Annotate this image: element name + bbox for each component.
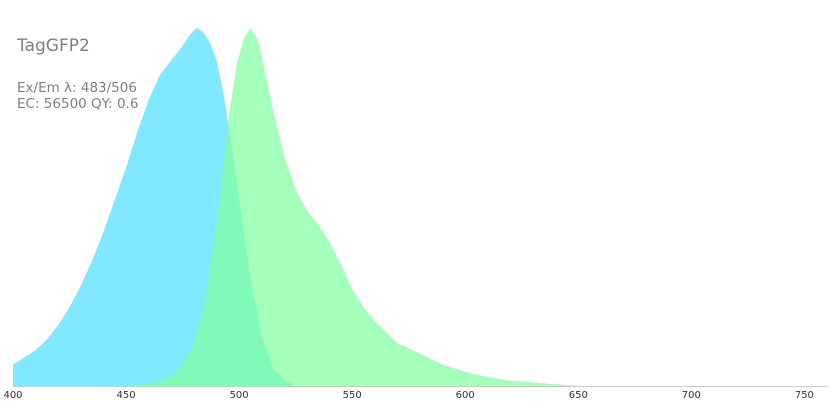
- x-tick-label: 700: [682, 390, 701, 401]
- x-tick-label: 450: [117, 390, 136, 401]
- x-tick-label: 600: [456, 390, 475, 401]
- x-axis-ticks: 400 450 500 550 600 650 700 750: [3, 390, 813, 401]
- x-tick-label: 500: [230, 390, 249, 401]
- spectrum-area-1: [103, 28, 579, 386]
- ex-em-info: Ex/Em λ: 483/506: [17, 80, 137, 96]
- chart-title: TagGFP2: [17, 36, 90, 56]
- x-tick-label: 550: [343, 390, 362, 401]
- spectrum-areas: [13, 28, 579, 386]
- x-tick-label: 400: [3, 390, 22, 401]
- x-tick-label: 750: [795, 390, 814, 401]
- x-tick-label: 650: [569, 390, 588, 401]
- ec-qy-info: EC: 56500 QY: 0.6: [17, 96, 139, 112]
